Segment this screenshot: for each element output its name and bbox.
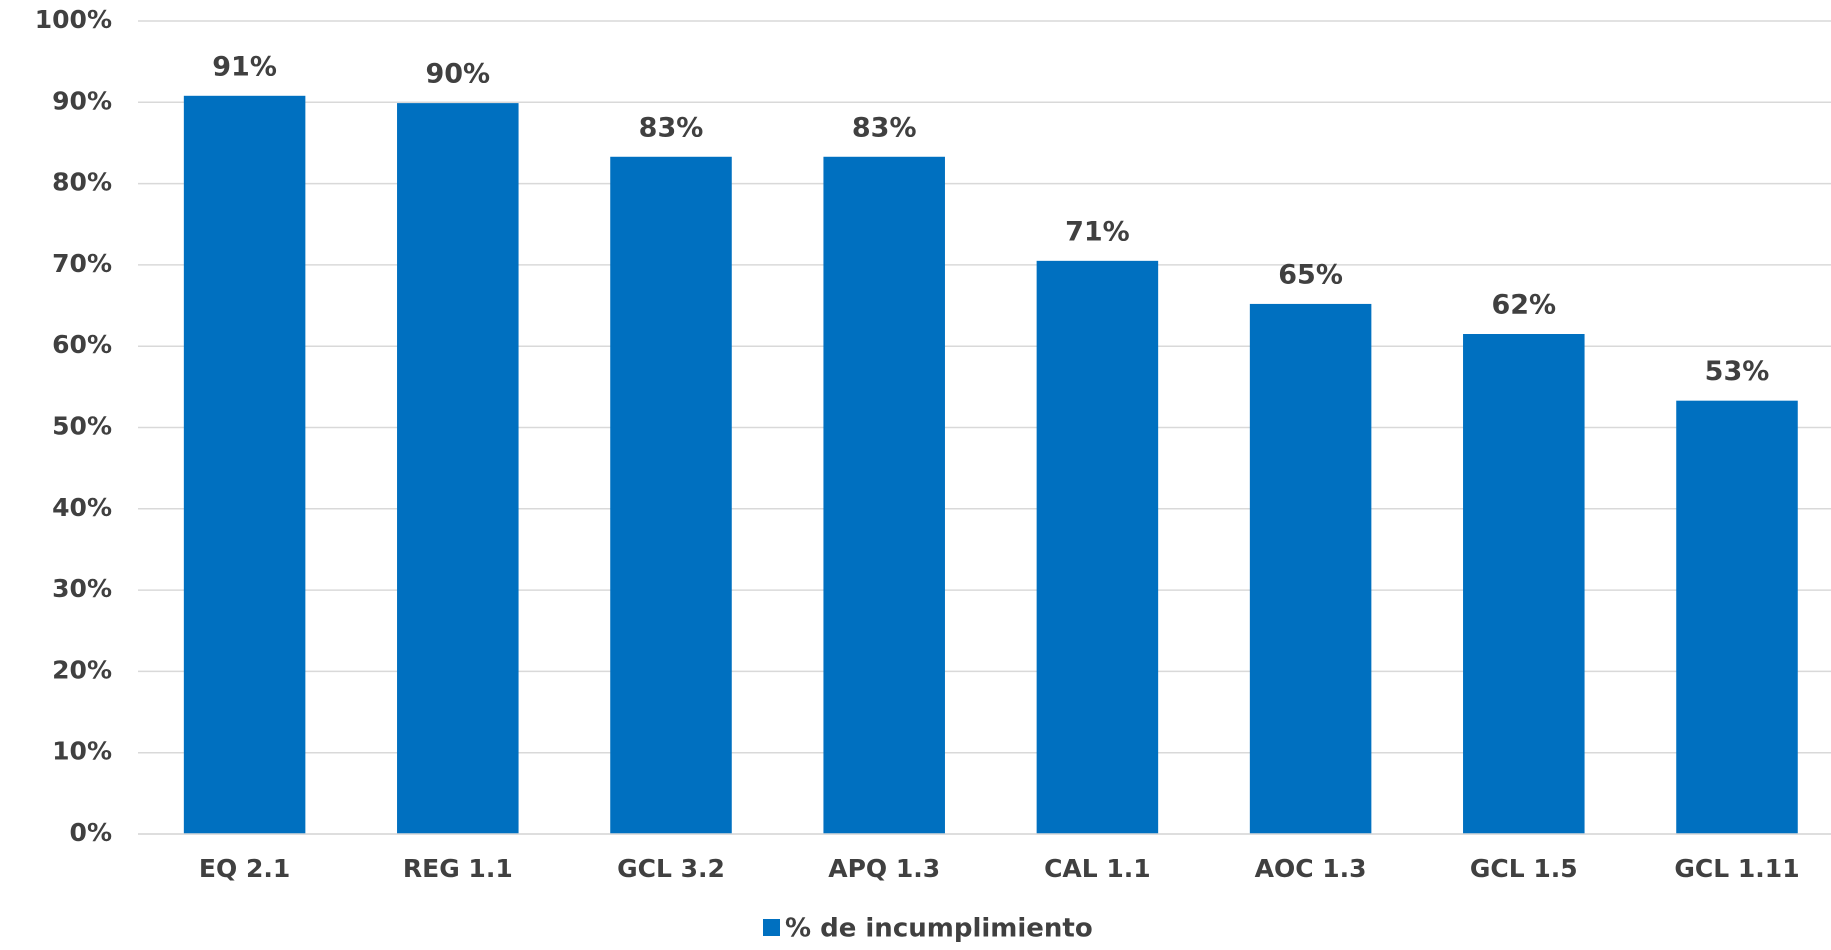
y-tick-label: 50% — [52, 412, 112, 441]
legend-label: % de incumplimiento — [785, 914, 1093, 944]
data-label: 62% — [1491, 290, 1556, 321]
data-label: 90% — [425, 59, 490, 90]
y-tick-label: 60% — [52, 330, 112, 359]
bar — [183, 95, 306, 834]
x-tick-label: EQ 2.1 — [199, 854, 290, 883]
bar — [610, 156, 732, 834]
y-tick-label: 90% — [52, 86, 112, 115]
y-tick-label: 70% — [52, 249, 112, 278]
y-tick-label: 80% — [52, 168, 112, 197]
x-tick-label: AOC 1.3 — [1255, 854, 1367, 883]
data-label: 71% — [1065, 216, 1130, 247]
bar — [1463, 334, 1585, 834]
bar — [1036, 260, 1159, 835]
data-label: 91% — [212, 51, 277, 82]
y-tick-label: 20% — [52, 655, 112, 684]
data-label: 53% — [1705, 356, 1770, 387]
x-tick-label: GCL 1.11 — [1674, 854, 1799, 883]
data-label: 65% — [1278, 259, 1343, 290]
legend-swatch — [763, 919, 780, 936]
bar — [1249, 303, 1372, 834]
bar — [823, 156, 945, 834]
x-tick-label: APQ 1.3 — [828, 854, 940, 883]
x-tick-label: GCL 3.2 — [617, 854, 725, 883]
y-tick-label: 100% — [35, 5, 112, 34]
x-tick-label: GCL 1.5 — [1470, 854, 1578, 883]
x-tick-label: REG 1.1 — [403, 854, 513, 883]
y-tick-label: 0% — [70, 818, 112, 847]
y-tick-label: 10% — [52, 737, 112, 766]
data-label: 83% — [639, 112, 704, 143]
x-tick-label: CAL 1.1 — [1044, 854, 1151, 883]
data-label: 83% — [852, 112, 917, 143]
y-tick-label: 30% — [52, 574, 112, 603]
bar — [1676, 400, 1798, 834]
bar — [397, 103, 519, 835]
y-tick-label: 40% — [52, 493, 112, 522]
